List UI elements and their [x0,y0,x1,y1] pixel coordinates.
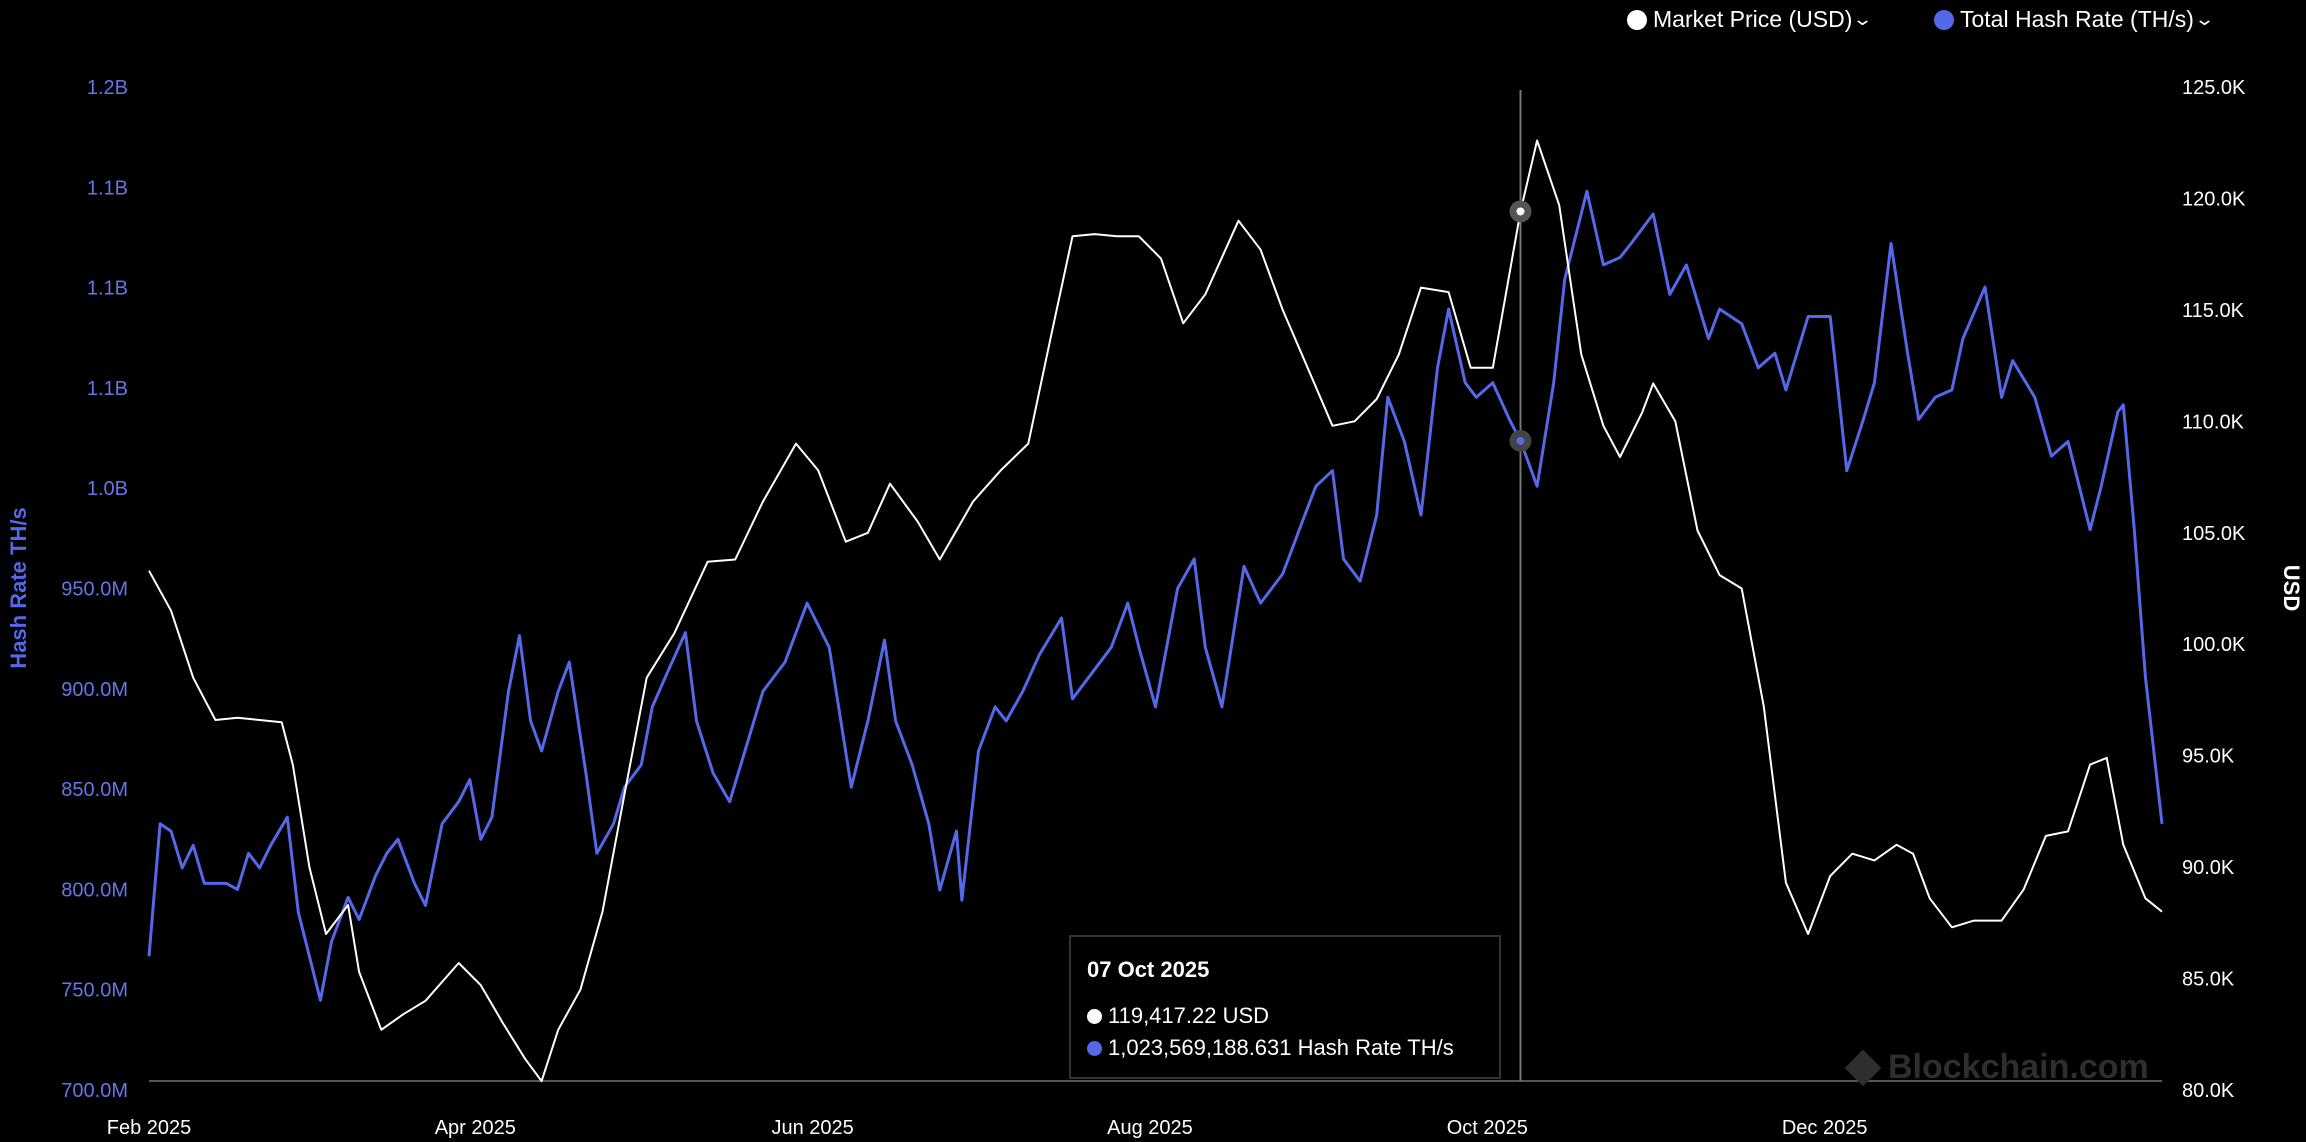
watermark-text: Blockchain.com [1888,1048,2149,1086]
legend-label: Market Price (USD) [1653,6,1853,32]
chevron-down-icon[interactable]: ⌄ [1852,9,1874,29]
right-tick-label: 115.0K [2182,300,2245,322]
hash-dot-icon [1087,1040,1102,1056]
left-tick-label: 1.2B [87,77,128,99]
market-price-line[interactable] [148,139,2163,1083]
hash-rate-line[interactable] [147,189,2164,1002]
left-tick-label: 1.1B [87,378,128,400]
x-tick-label: Apr 2025 [435,1117,516,1139]
right-axis-title: USD [2279,565,2304,611]
x-tick-label: Jun 2025 [771,1117,853,1139]
x-tick-label: Feb 2025 [107,1117,192,1139]
price-dot-icon [1087,1008,1102,1024]
x-axis: Feb 2025 Apr 2025 Jun 2025 Aug 2025 Oct 2025… [107,1117,1868,1139]
x-tick-label: Dec 2025 [1782,1117,1868,1139]
right-tick-label: 80.0K [2182,1080,2235,1102]
right-tick-label: 105.0K [2182,523,2246,545]
right-tick-label: 90.0K [2182,857,2235,879]
tooltip-price: 119,417.22 USD [1108,1003,1270,1028]
left-tick-label: 950.0M [61,579,128,601]
legend-item-hash-rate[interactable]: Total Hash Rate (TH/s) ⌄ [1934,6,2216,33]
right-tick-label: 95.0K [2182,746,2235,768]
chevron-down-icon[interactable]: ⌄ [2193,9,2216,29]
right-tick-label: 100.0K [2182,634,2246,656]
left-axis-title: Hash Rate TH/s [6,507,31,668]
right-tick-label: 110.0K [2182,411,2245,433]
right-tick-label: 120.0K [2182,188,2246,210]
left-tick-label: 800.0M [61,879,128,901]
left-axis: 700.0M 750.0M 800.0M 850.0M 900.0M 950.0M 1.0B… [61,77,128,1102]
x-tick-label: Oct 2025 [1447,1117,1528,1139]
tooltip-hash: 1,023,569,188.631 Hash Rate TH/s [1108,1035,1454,1060]
left-tick-label: 700.0M [61,1080,128,1102]
left-tick-label: 1.1B [87,278,128,300]
right-tick-label: 85.0K [2182,969,2235,991]
tooltip-date: 07 Oct 2025 [1087,957,1210,982]
market-price-dot-icon [1627,9,1647,30]
watermark-logo: Blockchain.com [1844,1048,2149,1087]
left-tick-label: 1.1B [87,177,128,199]
left-tick-label: 850.0M [61,779,128,801]
right-axis: 80.0K 85.0K 90.0K 95.0K 100.0K 105.0K 110.0K 11… [2182,77,2246,1102]
legend-label: Total Hash Rate (TH/s) [1960,6,2194,32]
left-tick-label: 1.0B [87,478,128,500]
legend-item-market-price[interactable]: Market Price (USD) ⌄ [1627,6,1874,33]
left-tick-label: 750.0M [61,980,128,1002]
tooltip: 07 Oct 2025 119,417.22 USD 1,023,569,188… [1069,935,1501,1079]
right-tick-label: 125.0K [2182,77,2246,99]
hash-rate-dot-icon [1934,9,1954,30]
price-hover-marker-center [1516,207,1525,216]
x-tick-label: Aug 2025 [1107,1117,1193,1139]
blockchain-logo-icon [1844,1049,1882,1086]
hash-hover-marker-center [1516,436,1525,445]
left-tick-label: 900.0M [61,679,128,701]
